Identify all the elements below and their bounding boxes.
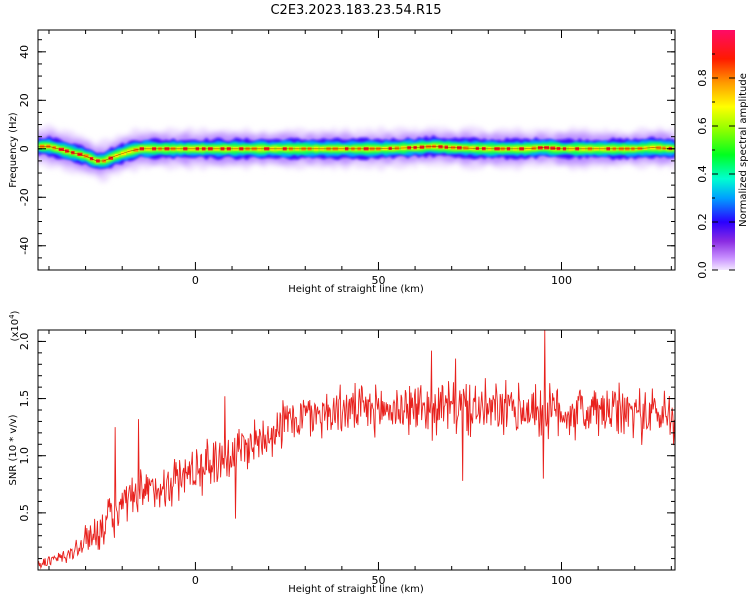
y-tick-label: 40	[18, 45, 31, 59]
spectrogram-y-ticks: 40 20 0 -20 -40	[18, 39, 675, 271]
y-tick-label: 0	[18, 145, 31, 152]
snr-frame	[37, 329, 676, 571]
spectrogram-panel: 0 50 100 40 20 0 -20 -40 Height of straight li…	[8, 29, 676, 295]
spectrogram-heatmap	[38, 123, 675, 183]
colorbar-label: Normalized spectral amplitude	[738, 73, 749, 227]
y-tick-label: 1.0	[18, 447, 31, 465]
y-tick-label: -40	[18, 237, 31, 255]
colorbar: 0.0 0.2 0.4 0.6 0.8 Normalized spectral ampl…	[696, 30, 749, 279]
snr-y-label: SNR (10 * v/v)	[8, 414, 19, 485]
colorbar-tick-label: 0.4	[696, 165, 709, 183]
x-tick-label: 0	[192, 574, 199, 587]
snr-x-ticks: 0 50 100	[48, 330, 672, 587]
snr-y-ticks: 0.5 1.0 1.5 2.0	[18, 329, 675, 571]
spectrogram-hot-cell	[83, 154, 89, 158]
spectrogram-x-label: Height of straight line (km)	[288, 284, 424, 295]
colorbar-gradient	[712, 30, 735, 270]
x-tick-label: 100	[551, 574, 572, 587]
y-tick-label: 1.5	[18, 390, 31, 408]
colorbar-tick-label: 0.8	[696, 69, 709, 87]
y-tick-label: 20	[18, 93, 31, 107]
y-tick-label: -20	[18, 188, 31, 206]
snr-y-multiplier: (x104)	[8, 310, 21, 341]
y-tick-label: 2.0	[18, 333, 31, 351]
spectrogram-ridge-line	[38, 146, 675, 162]
colorbar-tick-label: 0.0	[696, 261, 709, 279]
colorbar-ticks: 0.0 0.2 0.4 0.6 0.8	[696, 53, 735, 279]
x-tick-label: 50	[371, 274, 385, 287]
colorbar-tick-label: 0.6	[696, 117, 709, 135]
x-tick-label: 100	[551, 274, 572, 287]
y-tick-label: 0.5	[18, 504, 31, 522]
colorbar-tick-label: 0.2	[696, 213, 709, 231]
spectrogram-frame	[37, 29, 676, 271]
x-tick-label: 0	[192, 274, 199, 287]
snr-series-line	[38, 330, 675, 570]
spectrogram-y-label: Frequency (Hz)	[8, 112, 19, 188]
spectrogram-hot-cell	[120, 151, 127, 156]
snr-x-label: Height of straight line (km)	[288, 584, 424, 595]
snr-panel: 0 50 100 0.5 1.0 1.5 2.0 Height of straight l…	[8, 310, 676, 595]
spectrogram-x-ticks: 0 50 100	[48, 30, 672, 287]
x-tick-label: 50	[371, 574, 385, 587]
figure-title: C2E3.2023.183.23.54.R15	[270, 3, 441, 18]
